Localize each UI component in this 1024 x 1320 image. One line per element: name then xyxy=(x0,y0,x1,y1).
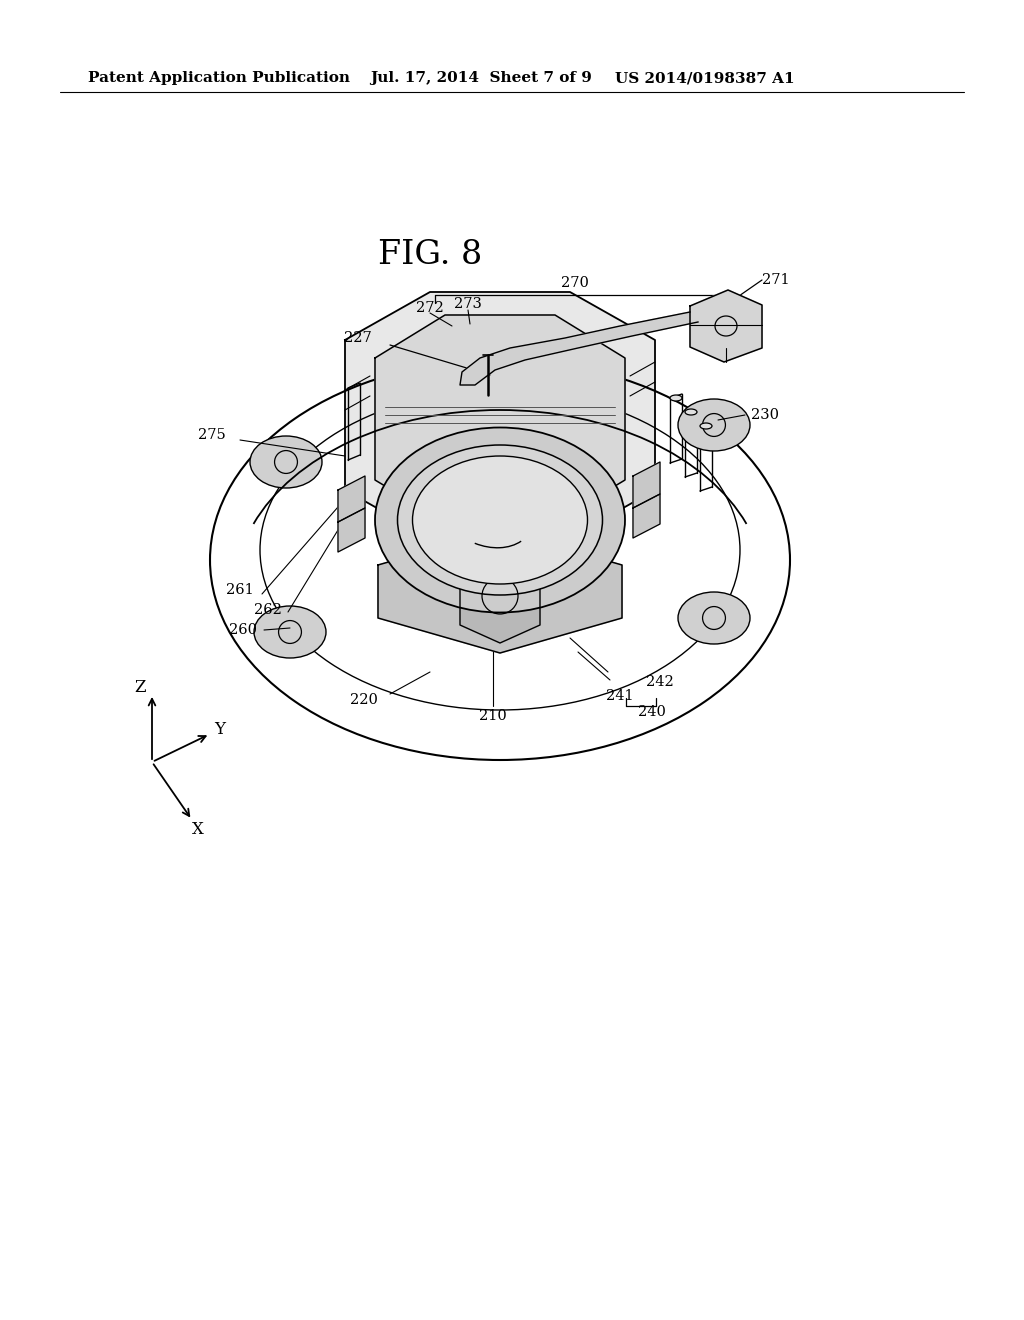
Text: Patent Application Publication: Patent Application Publication xyxy=(88,71,350,84)
Polygon shape xyxy=(338,477,365,521)
Text: 260: 260 xyxy=(229,623,257,638)
Text: 241: 241 xyxy=(606,689,634,704)
Text: 272: 272 xyxy=(416,301,443,315)
Text: FIG. 8: FIG. 8 xyxy=(378,239,482,271)
Ellipse shape xyxy=(678,591,750,644)
Text: Jul. 17, 2014  Sheet 7 of 9: Jul. 17, 2014 Sheet 7 of 9 xyxy=(370,71,592,84)
Polygon shape xyxy=(633,494,660,539)
Polygon shape xyxy=(690,290,762,362)
Polygon shape xyxy=(460,312,698,385)
Text: 227: 227 xyxy=(344,331,372,345)
Text: 270: 270 xyxy=(561,276,589,290)
Polygon shape xyxy=(460,552,540,643)
Polygon shape xyxy=(375,315,625,521)
Text: Y: Y xyxy=(214,722,225,738)
Polygon shape xyxy=(345,292,655,539)
Text: 210: 210 xyxy=(479,709,507,723)
Text: 242: 242 xyxy=(646,675,674,689)
Text: X: X xyxy=(193,821,204,838)
Polygon shape xyxy=(378,531,622,653)
Ellipse shape xyxy=(670,395,682,401)
Ellipse shape xyxy=(375,428,625,612)
Text: 220: 220 xyxy=(350,693,378,708)
Text: 240: 240 xyxy=(638,705,666,719)
Ellipse shape xyxy=(397,445,602,595)
Ellipse shape xyxy=(685,409,697,414)
Text: 261: 261 xyxy=(226,583,254,597)
Polygon shape xyxy=(633,462,660,508)
Ellipse shape xyxy=(700,422,712,429)
Ellipse shape xyxy=(250,436,322,488)
Text: 230: 230 xyxy=(751,408,779,422)
Ellipse shape xyxy=(254,606,326,657)
Text: 271: 271 xyxy=(762,273,790,286)
Text: Z: Z xyxy=(134,680,145,697)
Ellipse shape xyxy=(413,455,588,583)
Text: 262: 262 xyxy=(254,603,282,616)
Text: 275: 275 xyxy=(198,428,226,442)
Text: 273: 273 xyxy=(454,297,482,312)
Ellipse shape xyxy=(678,399,750,451)
Polygon shape xyxy=(338,508,365,552)
Text: US 2014/0198387 A1: US 2014/0198387 A1 xyxy=(615,71,795,84)
